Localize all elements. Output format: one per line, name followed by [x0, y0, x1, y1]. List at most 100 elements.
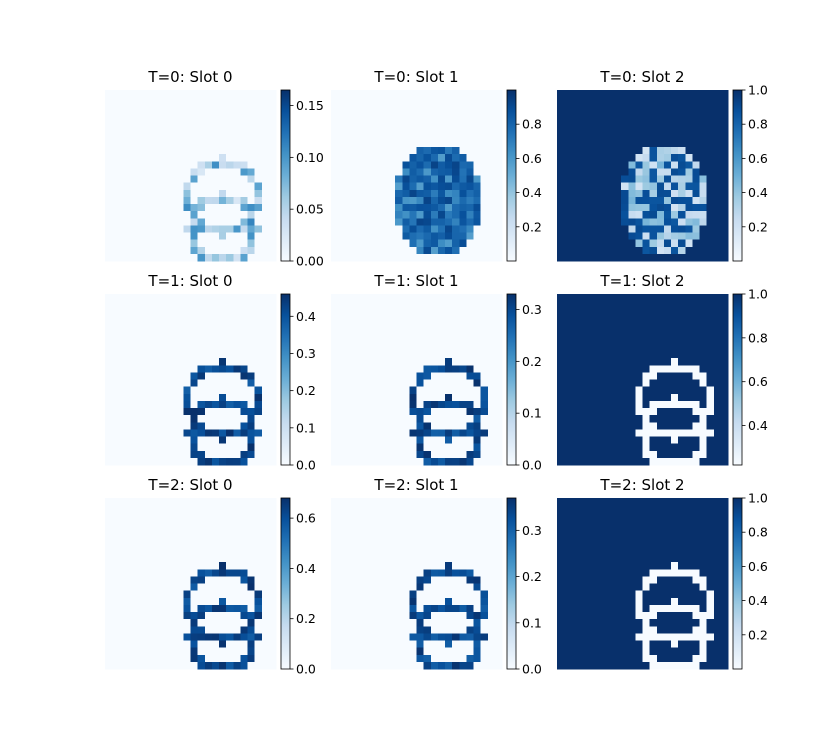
heatmap-cell [621, 329, 629, 338]
heatmap-cell [268, 315, 277, 323]
heatmap-cell [331, 175, 339, 184]
heatmap-cell [233, 154, 241, 162]
heatmap-cell [366, 336, 375, 345]
heatmap-cell [487, 422, 496, 430]
heatmap-cell [268, 633, 277, 641]
heatmap-cell [614, 555, 622, 563]
heatmap-cell [331, 132, 339, 141]
heatmap-cell [240, 343, 248, 352]
heatmap-cell [578, 246, 586, 255]
heatmap-cell [557, 358, 565, 366]
heatmap-cell [699, 139, 708, 148]
heatmap-cell [557, 253, 565, 262]
heatmap-cell [592, 204, 601, 212]
heatmap-cell [614, 422, 622, 430]
heatmap-cell [197, 139, 206, 148]
heatmap-cell [211, 358, 220, 366]
heatmap-cell [395, 211, 403, 219]
heatmap-cell [345, 526, 353, 535]
heatmap-cell [190, 547, 199, 556]
heatmap-cell [331, 498, 339, 506]
heatmap-cell [678, 90, 686, 98]
heatmap-cell [140, 90, 149, 98]
heatmap-cell [211, 111, 220, 119]
heatmap-cell [585, 239, 594, 248]
heatmap-cell [628, 218, 636, 226]
heatmap-cell [416, 204, 425, 212]
heatmap-cell [233, 429, 241, 437]
heatmap-cell [247, 104, 256, 112]
heatmap-cell [140, 232, 149, 241]
heatmap-cell [599, 555, 608, 563]
heatmap-cell [642, 400, 651, 409]
heatmap-cell [635, 512, 643, 520]
heatmap-cell [642, 90, 651, 98]
heatmap-cell [359, 393, 368, 402]
heatmap-cell [423, 555, 432, 563]
heatmap-cell [656, 253, 665, 262]
heatmap-cell [140, 111, 149, 119]
colorbar-tick-label: 0.6 [296, 511, 316, 526]
heatmap-cell [240, 218, 248, 226]
heatmap-cell [445, 246, 453, 255]
heatmap-cell [395, 457, 403, 466]
heatmap-cell [331, 182, 339, 191]
heatmap-cell [331, 239, 339, 248]
heatmap-cell [380, 526, 389, 535]
heatmap-cell [452, 569, 460, 577]
heatmap-cell [663, 111, 672, 119]
heatmap-cell [599, 562, 608, 570]
heatmap-cell [140, 204, 149, 212]
heatmap-cell [338, 315, 346, 323]
heatmap-cell [126, 343, 134, 352]
heatmap-cell [621, 372, 629, 380]
heatmap-cell [268, 308, 277, 316]
heatmap-cell [628, 301, 636, 309]
heatmap-cell [126, 597, 134, 606]
heatmap-cell [388, 393, 396, 402]
heatmap-cell [473, 161, 482, 169]
heatmap-cell [183, 393, 191, 402]
heatmap-cell [409, 526, 417, 535]
heatmap-cell [169, 161, 177, 169]
heatmap-cell [621, 379, 629, 388]
heatmap-cell [656, 204, 665, 212]
heatmap-cell [621, 211, 629, 219]
heatmap-cell [380, 322, 389, 331]
heatmap-cell [261, 626, 270, 634]
heatmap-cell [445, 97, 453, 105]
heatmap-cell [226, 196, 234, 205]
heatmap-cell [445, 315, 453, 323]
heatmap-cell [133, 443, 142, 452]
heatmap-cell [233, 329, 241, 338]
heatmap-cell [140, 351, 149, 359]
heatmap-cell [352, 540, 360, 549]
heatmap-cell [720, 246, 729, 255]
heatmap-cell [409, 182, 417, 191]
heatmap-cell [352, 393, 360, 402]
panel-title: T=0: Slot 0 [147, 68, 232, 86]
heatmap-cell [480, 211, 489, 219]
heatmap-cell [395, 393, 403, 402]
heatmap-cell [578, 104, 586, 112]
heatmap-cell [373, 533, 382, 542]
heatmap-cell [656, 111, 665, 119]
heatmap-cell [373, 576, 382, 584]
heatmap-cell [233, 111, 241, 119]
heatmap-cell [628, 329, 636, 338]
heatmap-cell [571, 118, 579, 127]
heatmap-cell [459, 661, 467, 670]
heatmap-cell [254, 372, 263, 380]
heatmap-cell [571, 498, 579, 506]
heatmap-cell [345, 604, 353, 613]
heatmap-cell [692, 294, 700, 302]
heatmap-cell [706, 308, 715, 316]
heatmap-cell [473, 301, 482, 309]
heatmap-cell [105, 436, 113, 445]
heatmap-cell [571, 246, 579, 255]
heatmap-cell [162, 358, 170, 366]
heatmap-cell [352, 139, 360, 148]
heatmap-cell [359, 336, 368, 345]
heatmap-cell [720, 336, 729, 345]
heatmap-cell [268, 519, 277, 527]
